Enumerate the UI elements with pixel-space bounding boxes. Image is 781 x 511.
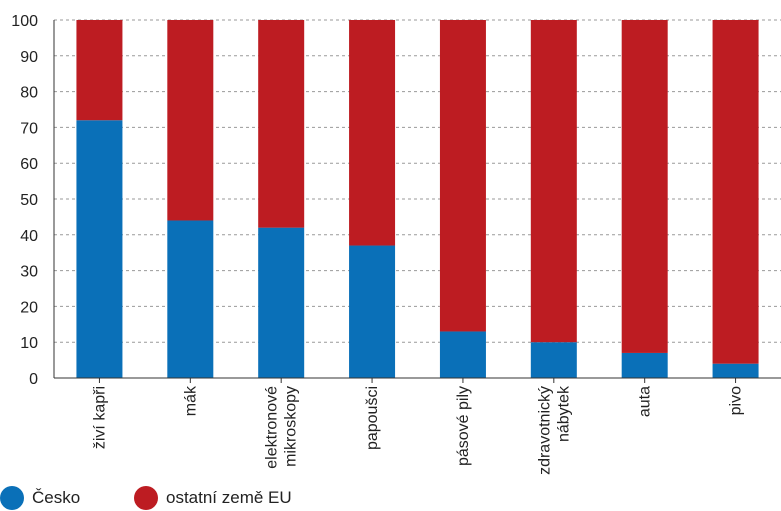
y-tick-label-40: 40 [20, 228, 38, 245]
x-axis: živí kapři mák elektronové mikroskopy papouš… [54, 377, 781, 475]
y-tick-label-0: 0 [29, 371, 38, 388]
legend-item-ostatni: ostatní země EU [134, 486, 292, 510]
y-tick-label-80: 80 [20, 85, 38, 102]
x-tick-label-6: auta [637, 386, 654, 417]
bar-cesko-5 [530, 342, 577, 378]
bar-ostatni-0 [76, 20, 123, 121]
bar-ostatni-2 [258, 20, 305, 228]
x-tick-label-3: papoušci [364, 386, 381, 450]
y-tick-label-90: 90 [20, 49, 38, 66]
y-tick-label-10: 10 [20, 335, 38, 352]
legend: Česko ostatní země EU [0, 486, 781, 511]
x-tick-label-5: zdravotnický nábytek [536, 385, 572, 475]
legend-label-cesko: Česko [32, 488, 81, 507]
legend-swatch-cesko [0, 486, 24, 510]
bar-ostatni-3 [349, 20, 396, 246]
bar-cesko-1 [167, 220, 214, 378]
bar-cesko-6 [621, 352, 668, 378]
y-tick-label-60: 60 [20, 156, 38, 173]
bar-ostatni-6 [621, 20, 668, 353]
stacked-bar-chart: 0 10 20 30 40 50 60 70 80 90 100 živí kapři mák elek… [11, 13, 781, 475]
bar-cesko-3 [349, 245, 396, 378]
bar-cesko-7 [712, 363, 759, 378]
bars [76, 20, 759, 379]
bar-ostatni-4 [439, 20, 486, 332]
y-tick-label-20: 20 [20, 299, 38, 316]
legend-label-ostatni: ostatní země EU [166, 488, 292, 507]
x-tick-label-2: elektronové mikroskopy [264, 386, 300, 469]
x-tick-label-7: pivo [728, 386, 745, 415]
y-tick-label-70: 70 [20, 120, 38, 137]
legend-item-cesko: Česko [0, 486, 80, 510]
y-axis: 0 10 20 30 40 50 60 70 80 90 100 [11, 13, 55, 388]
bar-cesko-0 [76, 120, 123, 379]
x-tick-label-0: živí kapři [91, 386, 108, 449]
x-tick-label-4: pásové pily [455, 386, 472, 466]
bar-ostatni-7 [712, 20, 759, 364]
bar-cesko-2 [258, 227, 305, 378]
gridlines [54, 19, 781, 343]
y-tick-label-30: 30 [20, 264, 38, 281]
x-tick-label-1: mák [182, 385, 199, 416]
y-tick-label-100: 100 [11, 13, 38, 30]
legend-swatch-ostatni [134, 486, 158, 510]
y-tick-label-50: 50 [20, 192, 38, 209]
bar-cesko-4 [439, 331, 486, 378]
bar-ostatni-1 [167, 20, 214, 221]
bar-ostatni-5 [530, 20, 577, 343]
